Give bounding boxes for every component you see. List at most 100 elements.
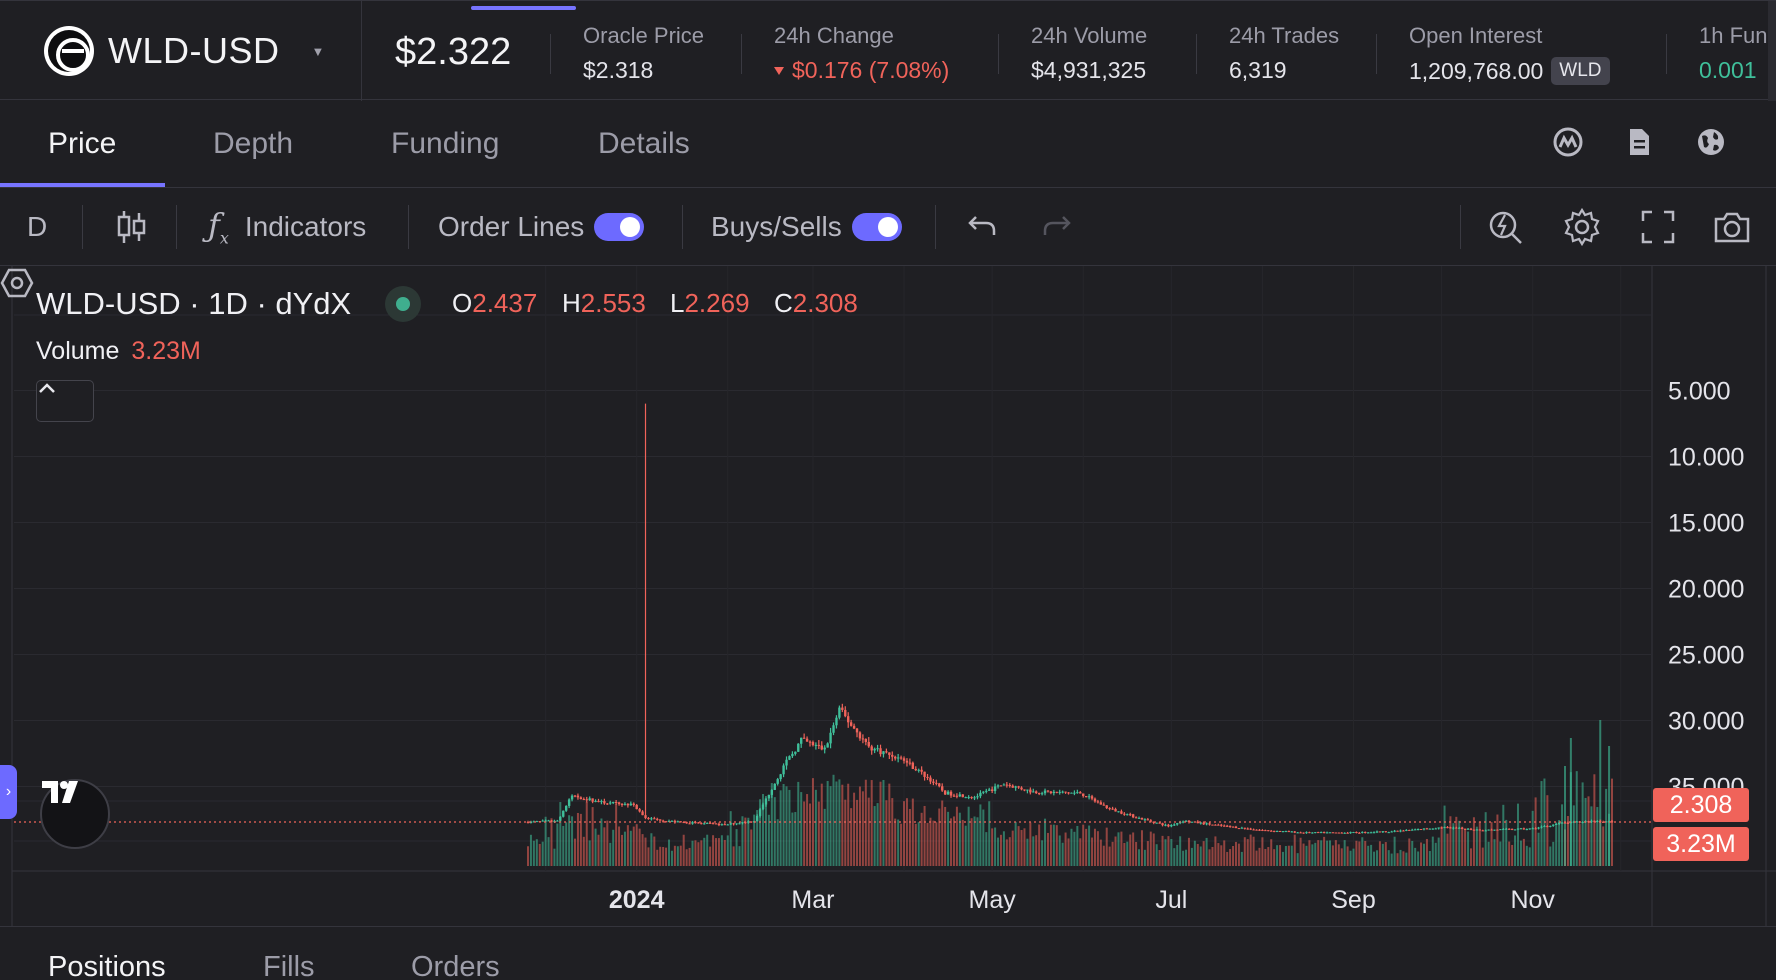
- tab-orders[interactable]: Orders: [411, 951, 500, 980]
- candle-body: [723, 824, 727, 826]
- volume-bar: [591, 807, 594, 866]
- volume-bar: [1179, 836, 1182, 866]
- market-selector[interactable]: WLD-USD ▼: [0, 1, 362, 101]
- candle-body: [1261, 830, 1264, 832]
- volume-bar: [1155, 844, 1158, 866]
- candle-body: [729, 823, 732, 825]
- sidebar-toggle-handle[interactable]: ›: [0, 765, 17, 819]
- volume-label: Volume: [36, 337, 120, 365]
- volume-bar: [1546, 795, 1549, 866]
- candlestick-type-icon[interactable]: [111, 207, 151, 247]
- volume-bar: [738, 846, 741, 866]
- candle-body: [1043, 790, 1047, 794]
- candle-body: [1358, 832, 1361, 834]
- price-chart[interactable]: 35.00030.00025.00020.00015.00010.0005.00…: [0, 266, 1776, 926]
- candle-body: [1308, 832, 1311, 834]
- volume-bar: [1587, 796, 1590, 866]
- interval-button[interactable]: D: [27, 211, 48, 242]
- camera-icon[interactable]: [1712, 207, 1752, 247]
- volume-bar: [1258, 847, 1261, 866]
- candle-body: [1610, 821, 1614, 823]
- candle-body: [1340, 832, 1343, 834]
- order-lines-toggle[interactable]: Order Lines: [438, 188, 645, 266]
- candle-body: [732, 823, 735, 825]
- candle-body: [1017, 786, 1020, 788]
- candle-body: [658, 819, 662, 821]
- fullscreen-icon[interactable]: [1638, 207, 1678, 247]
- coinmarketcap-icon[interactable]: [1551, 125, 1585, 159]
- candle-body: [1334, 832, 1338, 834]
- order-lines-switch[interactable]: [594, 213, 645, 241]
- tab-positions[interactable]: Positions: [48, 951, 166, 980]
- collapse-legend-button[interactable]: [36, 380, 94, 422]
- candle-body: [1032, 791, 1035, 793]
- tradingview-logo-icon[interactable]: [40, 779, 110, 849]
- volume-bar: [1029, 822, 1032, 866]
- ohlc-high: H2.553: [562, 288, 646, 319]
- volume-bar: [944, 806, 947, 866]
- indicators-button[interactable]: ƒx Indicators: [208, 188, 366, 266]
- undo-icon[interactable]: [962, 207, 1002, 247]
- candle-body: [1140, 817, 1144, 820]
- candle-body: [744, 822, 747, 824]
- ohlc-value: 2.269: [684, 288, 750, 318]
- divider: [82, 205, 83, 249]
- volume-bar: [1323, 836, 1326, 866]
- tab-fills[interactable]: Fills: [263, 951, 315, 980]
- volume-bar: [706, 834, 709, 866]
- volume-bar: [621, 834, 624, 866]
- stat-value: 6,319: [1229, 57, 1287, 83]
- volume-bar: [1381, 843, 1384, 866]
- candle-body: [647, 818, 650, 820]
- candle-body: [849, 722, 853, 726]
- candle-body: [629, 803, 633, 806]
- volume-bar: [750, 829, 753, 866]
- volume-bar: [1140, 830, 1143, 866]
- candle-body: [570, 795, 574, 800]
- candle-body: [955, 795, 959, 797]
- document-icon[interactable]: [1622, 125, 1656, 159]
- tab-depth[interactable]: Depth: [213, 127, 294, 160]
- globe-icon[interactable]: [1694, 125, 1728, 159]
- candle-body: [1228, 825, 1232, 827]
- volume-bar: [1511, 844, 1514, 866]
- candle-body: [735, 823, 738, 825]
- candle-body: [1311, 832, 1314, 834]
- tab-funding[interactable]: Funding: [391, 127, 500, 160]
- tab-details[interactable]: Details: [598, 127, 690, 160]
- candle-body: [941, 786, 944, 791]
- header-scroll-edge[interactable]: [1768, 1, 1776, 101]
- buys-sells-switch[interactable]: [851, 213, 902, 241]
- candle-body: [1225, 825, 1229, 827]
- volume-bar: [1026, 838, 1029, 866]
- candle-body: [1352, 832, 1355, 834]
- divider: [176, 205, 177, 249]
- quick-search-icon[interactable]: [1486, 207, 1526, 247]
- candlestick-chart[interactable]: 35.00030.00025.00020.00015.00010.0005.00…: [0, 266, 1776, 926]
- volume-bar: [1249, 834, 1252, 866]
- volume-bar: [1046, 832, 1049, 866]
- tab-price[interactable]: Price: [48, 127, 117, 160]
- candle-body: [1487, 829, 1490, 831]
- volume-bar: [967, 806, 970, 866]
- candle-body: [797, 743, 800, 752]
- volume-bar: [1578, 824, 1581, 866]
- redo-icon[interactable]: [1037, 207, 1077, 247]
- volume-bar: [820, 783, 823, 866]
- volume-bar: [691, 840, 694, 866]
- volume-bar: [1387, 850, 1390, 866]
- buys-sells-toggle[interactable]: Buys/Sells: [711, 188, 902, 266]
- volume-bar: [973, 816, 976, 866]
- candle-body: [1378, 831, 1382, 833]
- candle-body: [1299, 832, 1302, 834]
- volume-bar: [615, 803, 618, 866]
- ohlc-key: C: [774, 288, 793, 318]
- settings-icon[interactable]: [1562, 207, 1602, 247]
- chart-tabs: Price Depth Funding Details: [0, 100, 1776, 188]
- volume-bar: [1096, 831, 1099, 866]
- account-tabs: Positions Fills Orders: [0, 926, 1776, 980]
- candle-body: [1478, 829, 1482, 831]
- volume-bar: [1496, 814, 1499, 866]
- axis-settings-icon[interactable]: [0, 266, 34, 300]
- volume-bar: [1364, 840, 1367, 866]
